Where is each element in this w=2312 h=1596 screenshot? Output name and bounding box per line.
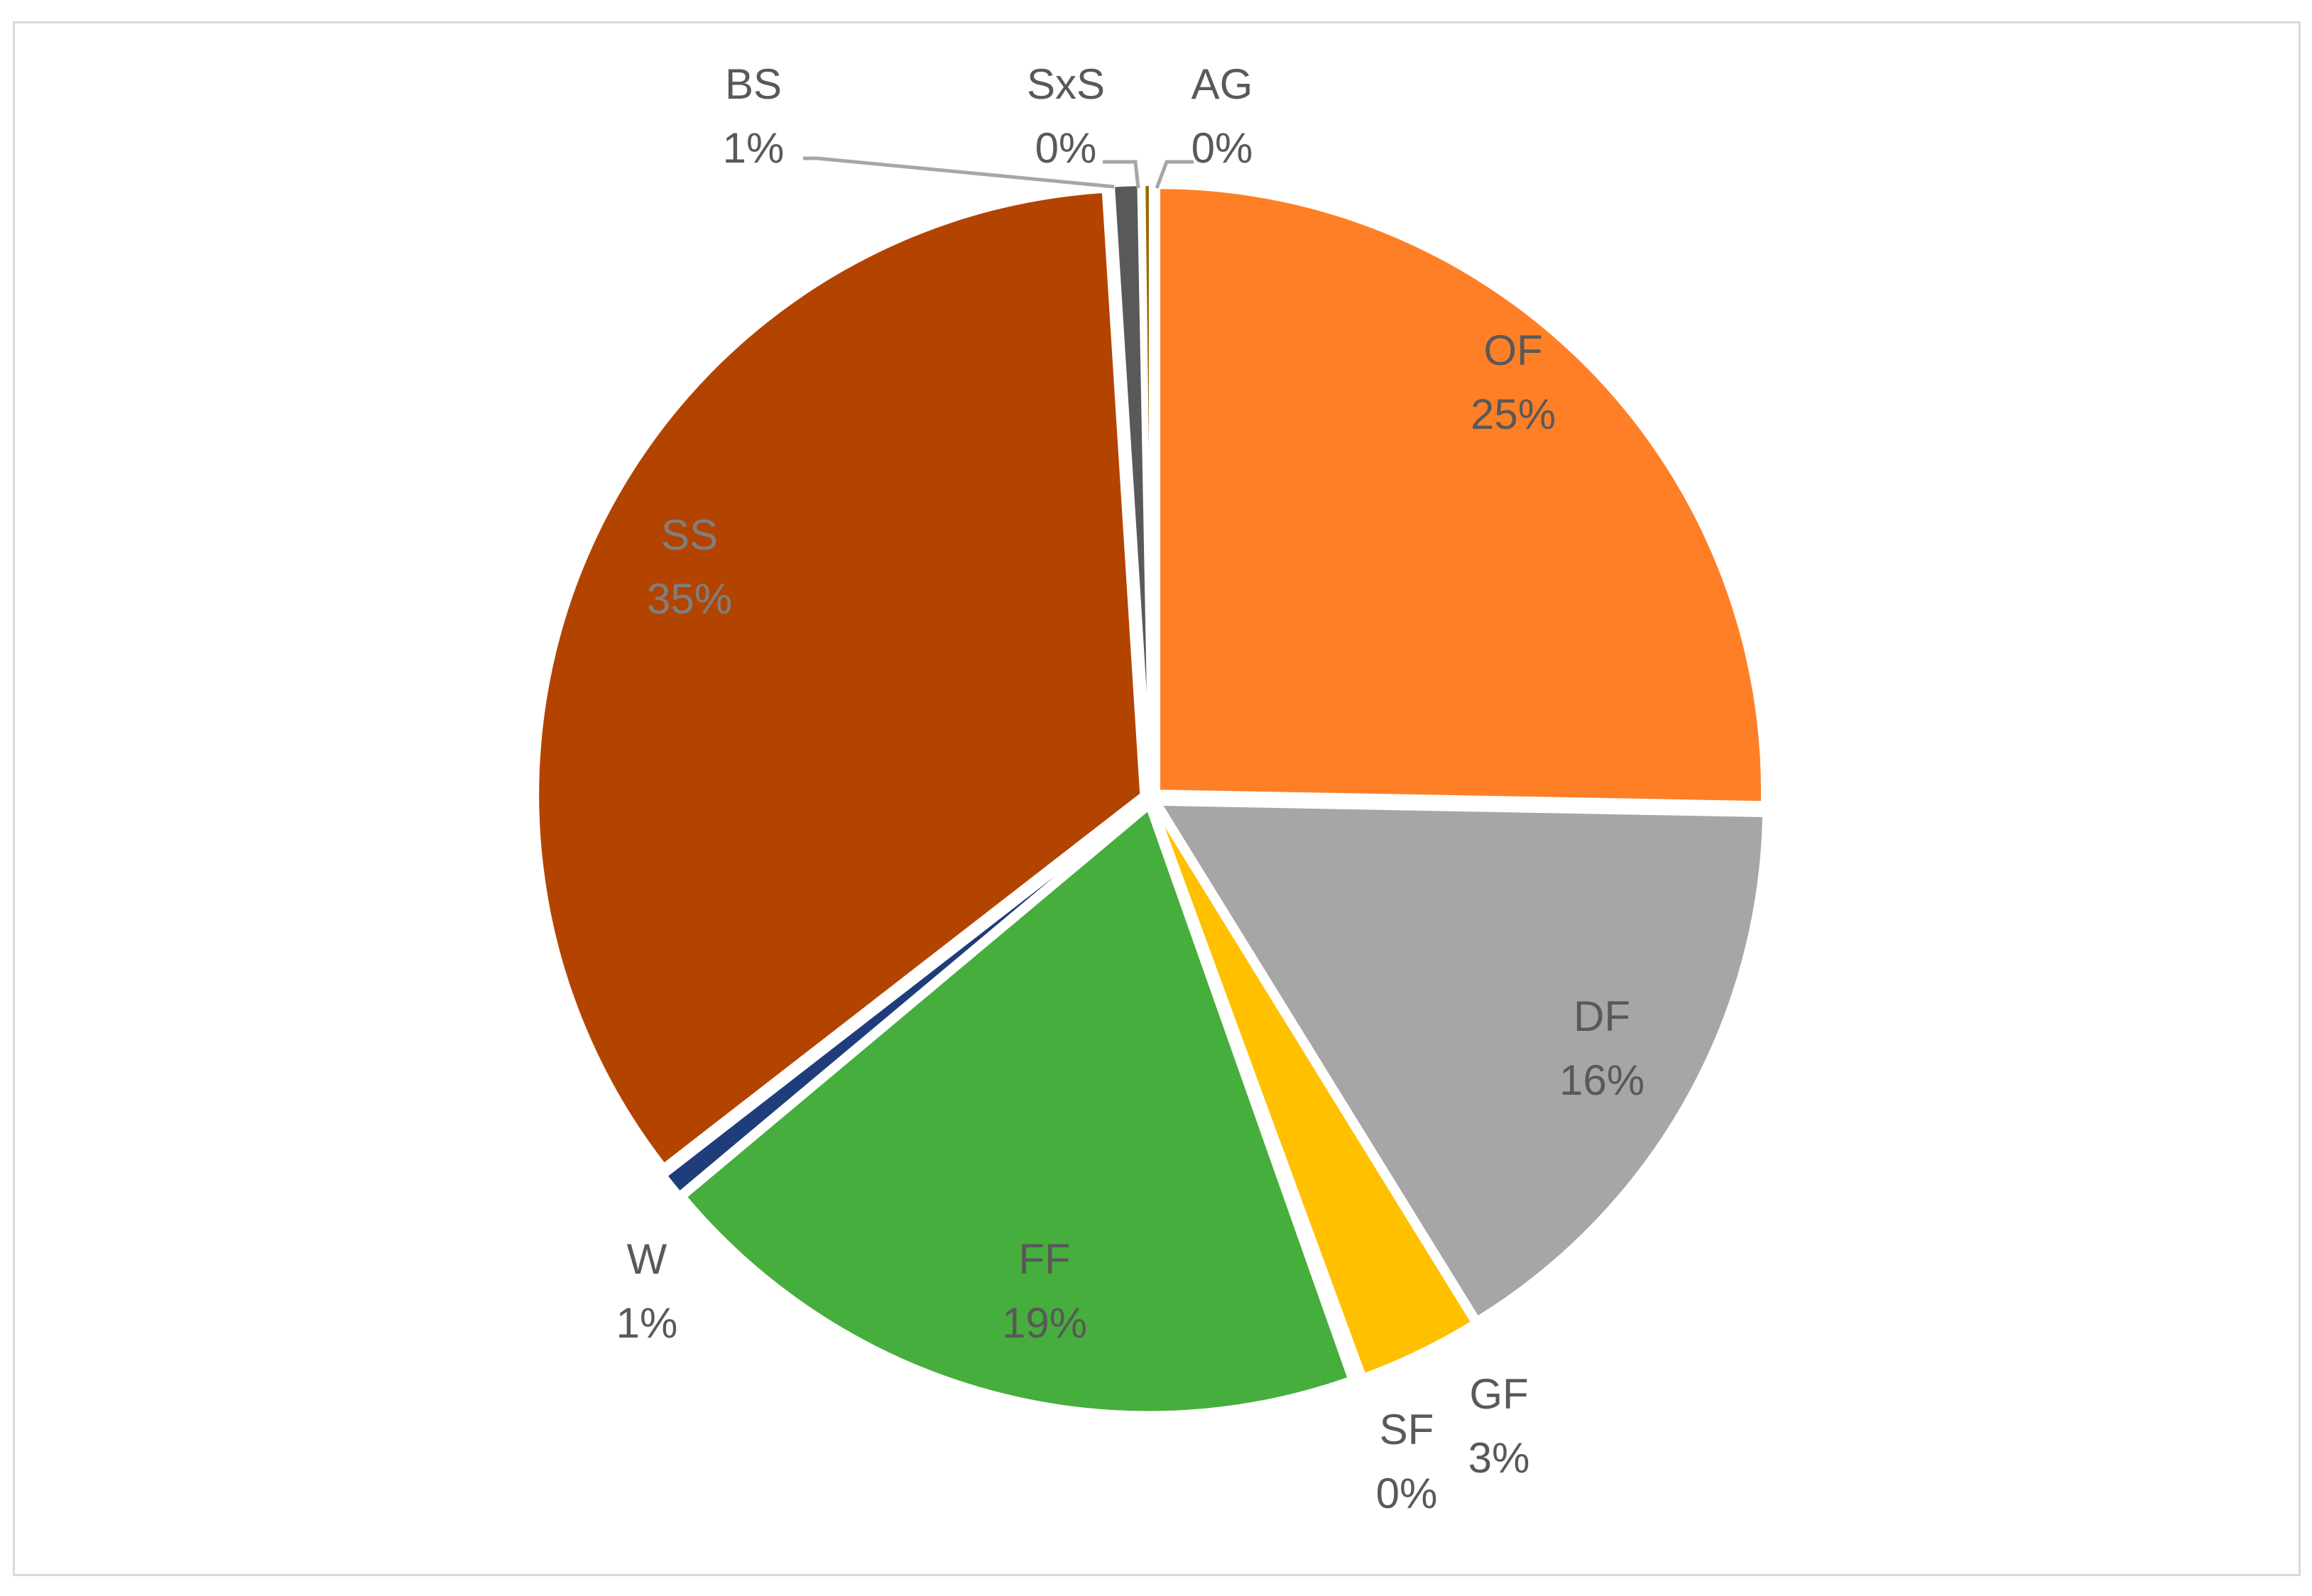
data-label-ff: FF 19% xyxy=(1002,1235,1087,1347)
pie-slice-w xyxy=(662,802,1146,1196)
data-label-percent: 16% xyxy=(1559,1056,1645,1104)
data-label-df: DF 16% xyxy=(1559,993,1645,1104)
data-label-category: SS xyxy=(661,511,718,559)
data-label-percent: 25% xyxy=(1471,390,1556,438)
chart-area: OF 25% DF 16% GF 3% SF 0% FF 19% W 1% SS 35% BS 1% SxS 0%… xyxy=(13,21,2301,1576)
data-label-category: BS xyxy=(725,60,782,108)
data-label-percent: 1% xyxy=(616,1299,678,1347)
data-label-ag: AG 0% xyxy=(1192,60,1253,172)
data-labels: OF 25% DF 16% GF 3% SF 0% FF 19% W 1% SS 35% BS 1% SxS 0%… xyxy=(616,60,1645,1517)
data-label-category: FF xyxy=(1018,1235,1070,1283)
data-label-of: OF 25% xyxy=(1471,327,1556,438)
leader-line-bs xyxy=(803,156,1115,189)
pie-slice-sf xyxy=(1152,806,1365,1381)
data-label-bs: BS 1% xyxy=(723,60,785,172)
data-label-category: AG xyxy=(1192,60,1253,108)
pie-slice-ss xyxy=(535,188,1145,1168)
data-label-percent: 35% xyxy=(647,575,732,623)
pie-slice-df xyxy=(1157,801,1767,1321)
data-label-percent: 1% xyxy=(723,124,785,172)
data-label-category: OF xyxy=(1483,327,1542,374)
data-label-category: SxS xyxy=(1027,60,1105,108)
pie-slice-of xyxy=(1155,185,1765,806)
data-label-percent: 3% xyxy=(1468,1434,1530,1482)
pie-slices xyxy=(535,182,1767,1416)
data-label-category: W xyxy=(627,1235,667,1283)
data-label-gf: GF 3% xyxy=(1468,1370,1530,1482)
data-label-sf: SF 0% xyxy=(1376,1406,1438,1517)
data-label-percent: 19% xyxy=(1002,1299,1087,1347)
data-label-w: W 1% xyxy=(616,1235,678,1347)
data-label-category: GF xyxy=(1469,1370,1528,1418)
data-label-category: DF xyxy=(1574,993,1630,1040)
pie-slice-ag xyxy=(1141,182,1153,791)
data-label-percent: 0% xyxy=(1035,124,1097,172)
leader-line-sxs xyxy=(1103,160,1140,189)
pie-slice-ff xyxy=(682,806,1352,1416)
data-label-category: SF xyxy=(1380,1406,1434,1453)
leader-line-ag xyxy=(1155,160,1194,189)
leader-lines xyxy=(803,156,1194,189)
pie-chart: OF 25% DF 16% GF 3% SF 0% FF 19% W 1% SS 35% BS 1% SxS 0%… xyxy=(535,60,1767,1517)
data-label-percent: 0% xyxy=(1192,124,1253,172)
data-label-sxs: SxS 0% xyxy=(1027,60,1105,172)
data-label-ss: SS 35% xyxy=(647,511,732,623)
data-label-percent: 0% xyxy=(1376,1470,1438,1517)
